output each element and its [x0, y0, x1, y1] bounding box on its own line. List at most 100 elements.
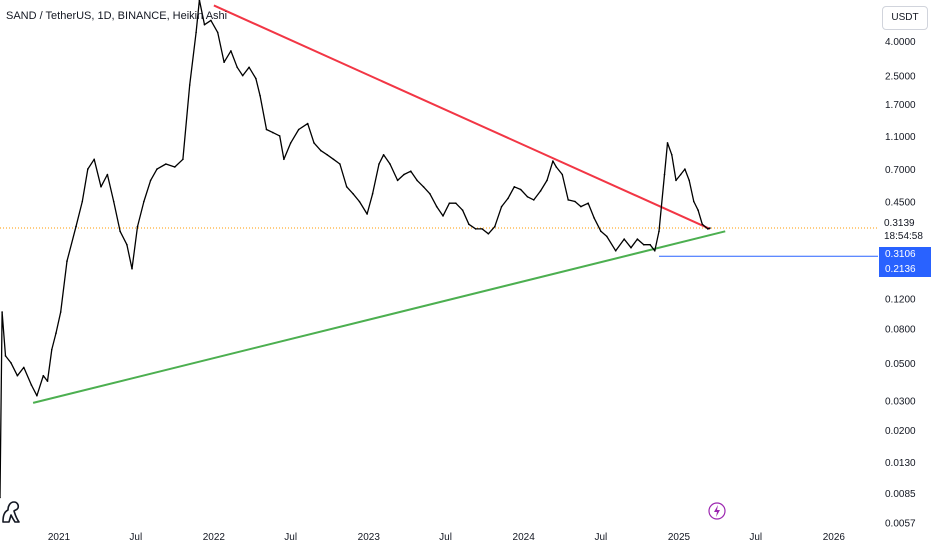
- price-point: [339, 163, 341, 165]
- price-point: [75, 225, 77, 228]
- price-point: [55, 332, 57, 334]
- horizontal-lines: [0, 227, 878, 257]
- price-point: [679, 173, 682, 176]
- price-point: [320, 149, 322, 152]
- price-point: [709, 227, 711, 229]
- price-point: [403, 173, 405, 176]
- price-point: [46, 380, 49, 382]
- price-point: [149, 179, 152, 182]
- lightning-icon[interactable]: [708, 502, 726, 520]
- price-point: [182, 158, 184, 161]
- price-point: [474, 228, 477, 230]
- price-point: [606, 235, 608, 238]
- price-point: [429, 193, 431, 195]
- price-point: [272, 131, 274, 134]
- resistance-trendline[interactable]: [213, 4, 711, 230]
- price-point: [198, 0, 201, 1]
- price-axis[interactable]: 4.0000 2.5000 1.7000 1.1000 0.7000 0.4500 0.12…: [878, 0, 932, 550]
- price-point: [442, 215, 444, 217]
- price-point: [378, 163, 380, 165]
- y-tick-label: 0.0300: [885, 396, 916, 407]
- price-point: [614, 250, 617, 252]
- price-point: [51, 348, 53, 351]
- price-point: [203, 23, 206, 26]
- price-point: [688, 179, 690, 182]
- price-point: [100, 186, 102, 188]
- price-point: [23, 366, 25, 369]
- price-point: [10, 362, 12, 364]
- price-point: [366, 213, 368, 215]
- price-point: [265, 128, 268, 131]
- price-point: [435, 205, 438, 208]
- price-point: [223, 61, 225, 63]
- price-point: [283, 158, 285, 161]
- price-point: [59, 311, 62, 313]
- y-tick-label: 2.5000: [885, 72, 916, 83]
- price-point: [697, 209, 699, 211]
- price-point: [66, 260, 68, 262]
- price-point: [210, 19, 212, 22]
- price-point: [93, 158, 95, 161]
- price-point: [643, 243, 645, 246]
- y-tick-label: 0.0057: [885, 518, 916, 529]
- price-point: [410, 170, 412, 172]
- price-chart[interactable]: [0, 0, 878, 525]
- price-point: [30, 384, 33, 386]
- trendlines[interactable]: [32, 4, 726, 404]
- price-point: [593, 217, 595, 219]
- x-tick-label: Jul: [129, 532, 142, 543]
- price-point: [230, 50, 232, 52]
- price-point: [112, 200, 115, 203]
- price-point: [216, 31, 219, 34]
- price-point: [507, 197, 509, 200]
- price-point: [195, 31, 197, 34]
- price-point: [526, 196, 529, 198]
- price-point: [448, 202, 451, 204]
- price-point: [500, 205, 503, 208]
- x-tick-label: 2022: [203, 532, 226, 543]
- price-point: [600, 230, 602, 233]
- time-axis[interactable]: 2021 Jul 2022 Jul 2023 Jul 2024 Jul 2025 Jul 2026: [0, 525, 878, 550]
- price-point: [255, 77, 257, 80]
- price-point: [481, 228, 483, 230]
- price-series-line: [0, 0, 711, 498]
- price-point: [684, 168, 686, 170]
- x-tick-label: 2025: [668, 532, 691, 543]
- support-trendline[interactable]: [32, 230, 726, 404]
- price-point: [675, 179, 677, 182]
- price-point: [352, 193, 354, 195]
- price-point: [36, 394, 38, 397]
- x-tick-label: Jul: [439, 532, 452, 543]
- price-point: [455, 202, 457, 204]
- price-point: [248, 66, 250, 69]
- price-point: [126, 243, 128, 246]
- price-point: [241, 74, 244, 77]
- y-tick-label: 1.7000: [885, 100, 916, 111]
- price-point: [630, 246, 632, 249]
- y-tick-label: 0.0085: [885, 489, 916, 500]
- chart-title: SAND / TetherUS, 1D, BINANCE, Heikin Ash…: [6, 10, 228, 22]
- price-point: [567, 199, 569, 201]
- price-point: [236, 66, 238, 69]
- y-tick-label: 0.4500: [885, 198, 916, 209]
- price-point: [416, 179, 418, 182]
- price-point: [0, 496, 1, 499]
- price-point: [382, 154, 385, 156]
- price-point: [654, 250, 656, 252]
- bar-countdown: 18:54:58: [884, 231, 923, 242]
- price-point: [546, 179, 548, 182]
- price-point: [693, 200, 695, 203]
- price-point: [106, 173, 109, 176]
- price-point: [663, 173, 666, 176]
- y-tick-label: 0.0130: [885, 458, 916, 469]
- price-badge-lower: 0.2136: [879, 262, 931, 277]
- price-point: [623, 238, 625, 240]
- price-point: [136, 225, 139, 228]
- price-point: [131, 268, 133, 270]
- tradingview-dino-icon[interactable]: [0, 498, 22, 524]
- price-point: [1, 311, 3, 313]
- price-point: [313, 142, 315, 144]
- currency-button[interactable]: USDT: [882, 6, 928, 30]
- price-point: [552, 160, 554, 162]
- price-point: [81, 200, 84, 203]
